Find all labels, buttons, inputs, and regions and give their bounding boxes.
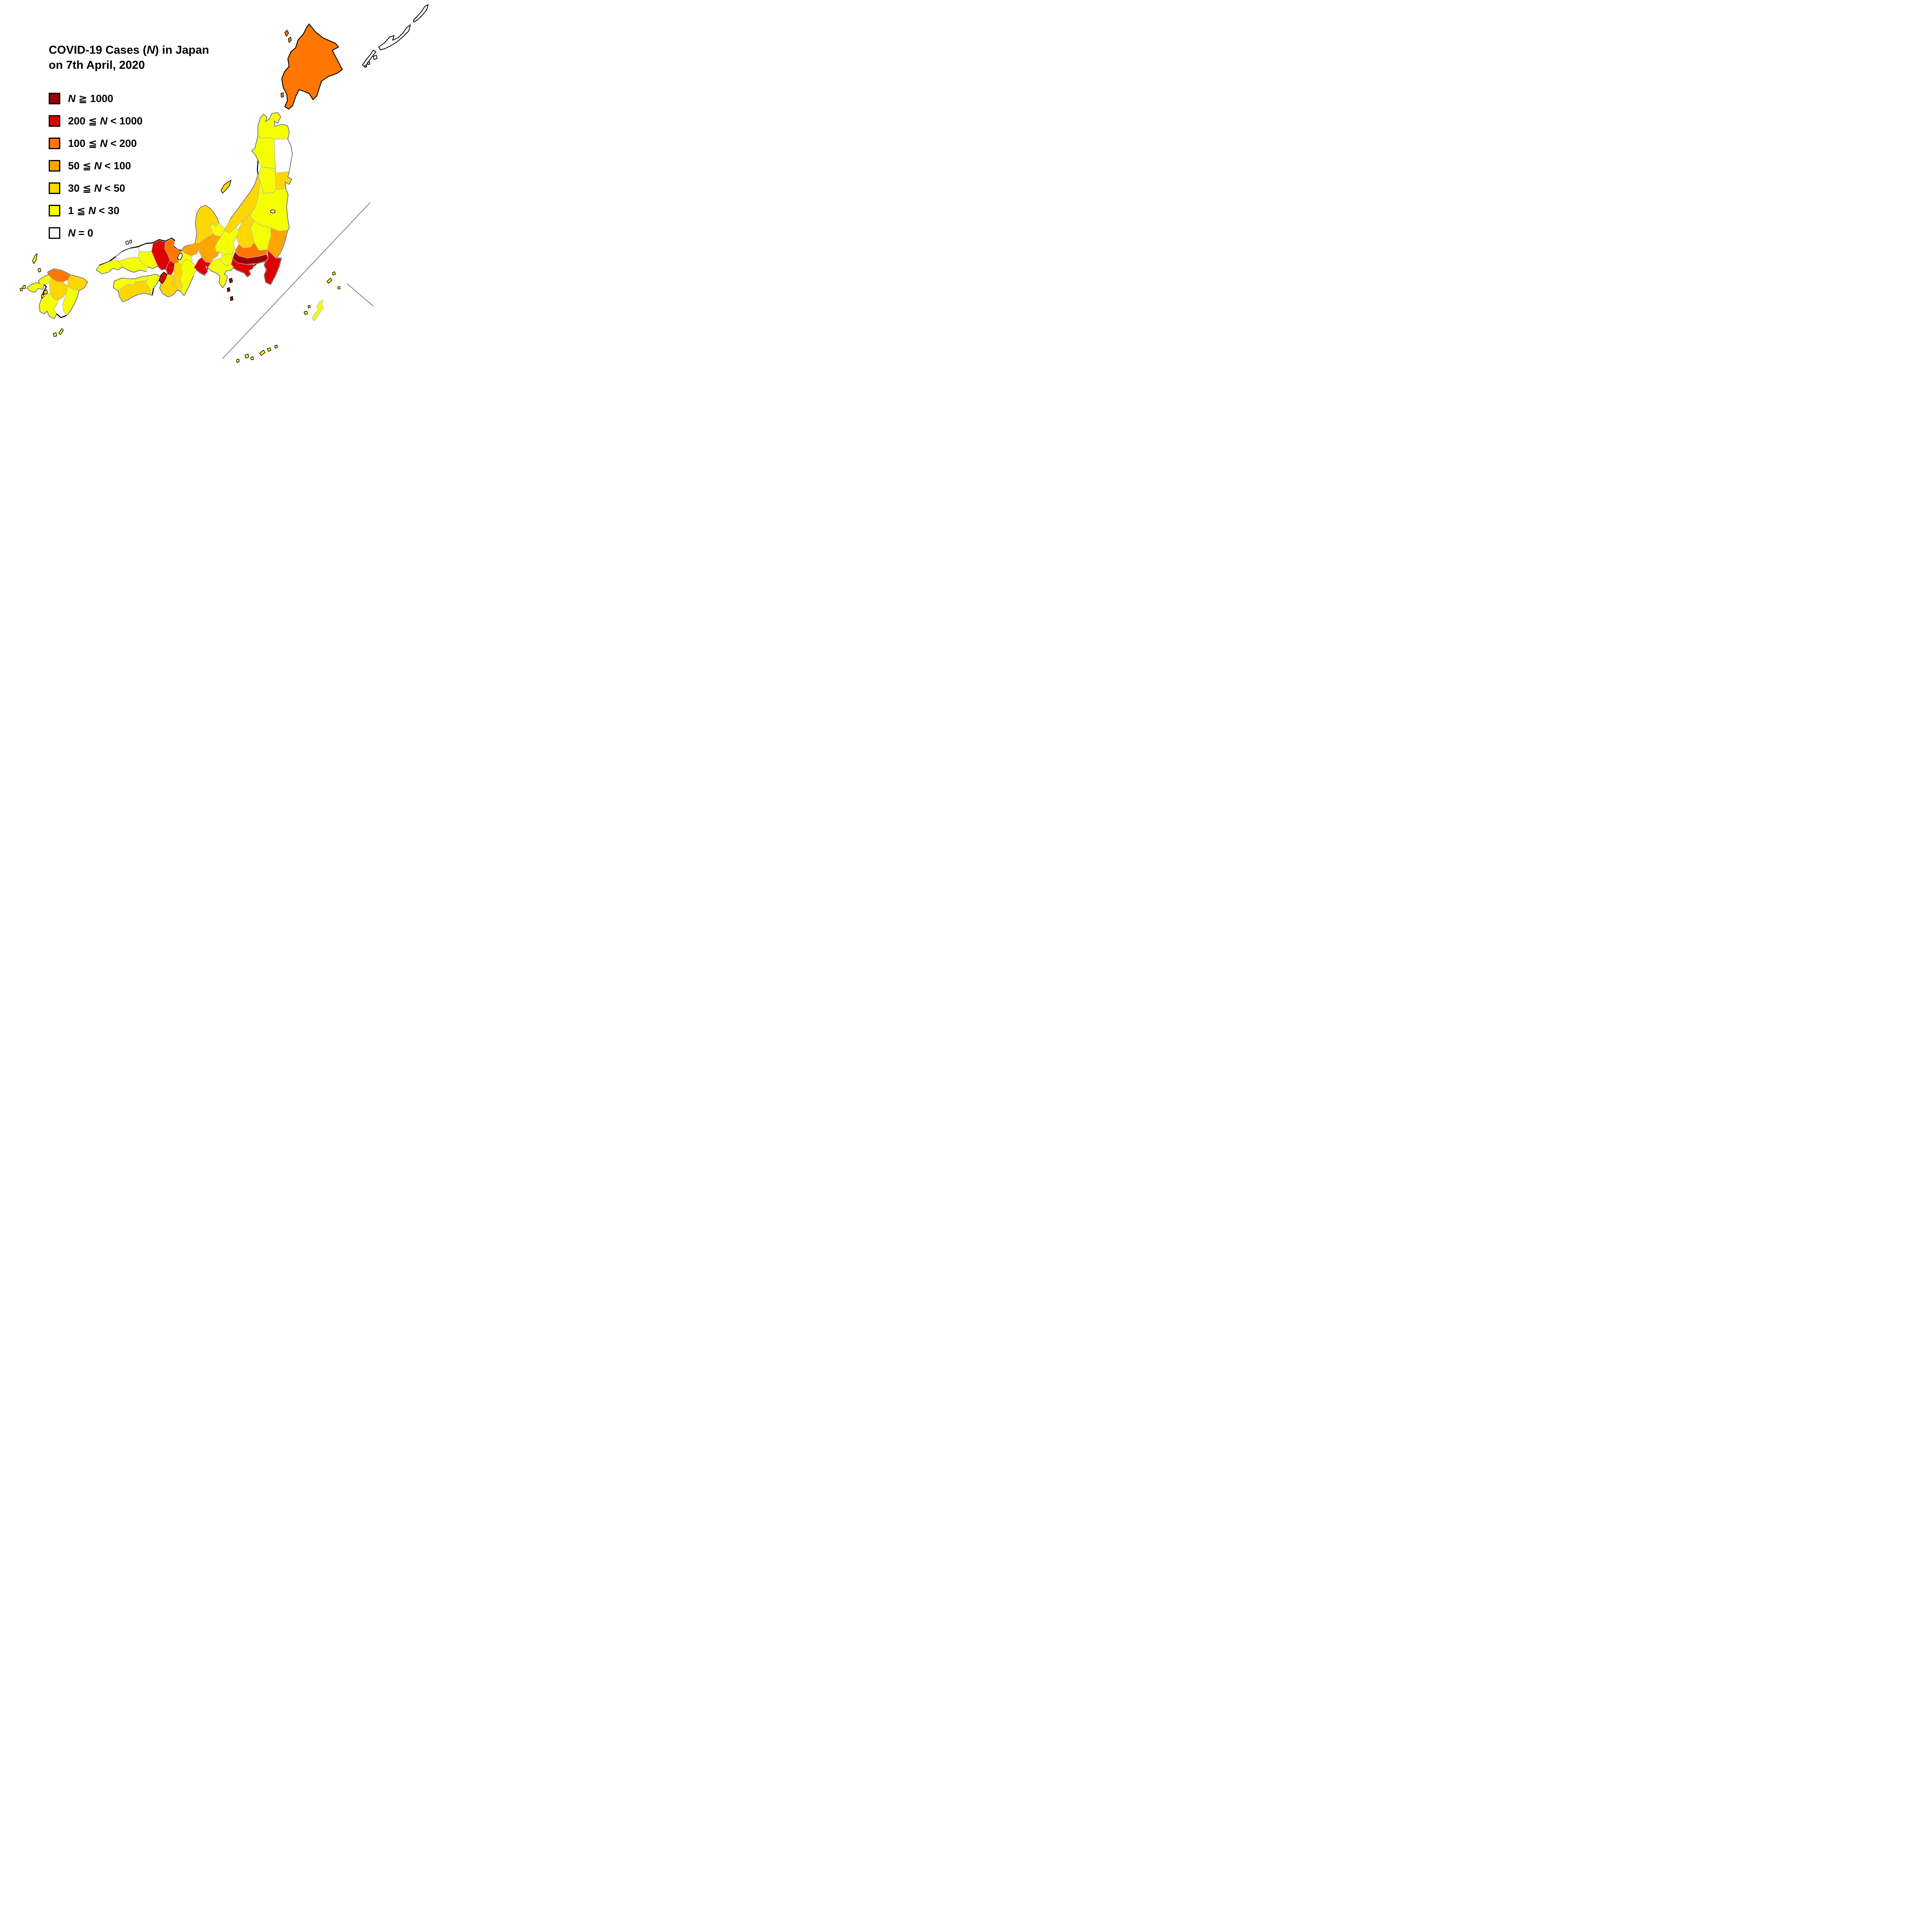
figure: COVID-19 Cases (N) in Japan on 7th April… bbox=[0, 0, 436, 385]
legend-label-c7: N = 0 bbox=[68, 227, 94, 239]
prefecture-kumamoto-islet[interactable] bbox=[43, 289, 48, 295]
legend-item-c3: 100 ≦ N < 200 bbox=[49, 138, 143, 149]
prefecture-kumamoto[interactable] bbox=[49, 278, 68, 301]
legend-item-c5: 30 ≦ N < 50 bbox=[49, 182, 143, 194]
kuril-islands-outline bbox=[364, 65, 367, 68]
prefecture-kagoshima[interactable] bbox=[39, 293, 58, 319]
prefecture-shimane-islet[interactable] bbox=[125, 240, 129, 245]
legend-swatch-c2 bbox=[49, 115, 60, 127]
prefecture-hokkaido-islet[interactable] bbox=[281, 92, 284, 98]
prefecture-nagasaki-islet[interactable] bbox=[32, 253, 37, 264]
okinawa-inset-divider-short bbox=[347, 283, 374, 306]
prefecture-aomori[interactable] bbox=[258, 112, 289, 140]
legend-swatch-c1 bbox=[49, 93, 60, 104]
legend-item-c2: 200 ≦ N < 1000 bbox=[49, 115, 143, 127]
prefecture-okinawa-islet[interactable] bbox=[267, 347, 271, 352]
kuril-islands-outline bbox=[413, 4, 429, 22]
prefecture-shimane-islet[interactable] bbox=[129, 240, 132, 243]
legend-item-c1: N ≧ 1000 bbox=[49, 93, 143, 104]
prefecture-okinawa-islet[interactable] bbox=[236, 359, 240, 363]
legend-label-c5: 30 ≦ N < 50 bbox=[68, 182, 125, 194]
prefecture-iwate[interactable] bbox=[274, 139, 293, 174]
prefecture-yamaguchi[interactable] bbox=[96, 259, 122, 274]
kuril-islands-outline bbox=[373, 55, 378, 60]
prefecture-hokkaido-islet[interactable] bbox=[284, 30, 289, 37]
prefecture-kanagawa[interactable] bbox=[231, 258, 255, 277]
legend-label-c2: 200 ≦ N < 1000 bbox=[68, 115, 143, 127]
prefecture-nagasaki-islet[interactable] bbox=[37, 268, 41, 272]
title-variable: N bbox=[146, 44, 155, 56]
prefecture-kagoshima-islet[interactable] bbox=[337, 286, 340, 289]
prefecture-regions bbox=[20, 23, 343, 363]
prefecture-tokushima[interactable] bbox=[145, 274, 160, 292]
legend-swatch-c6 bbox=[49, 205, 60, 216]
prefecture-hyogo-islet[interactable] bbox=[159, 272, 167, 284]
prefecture-okinawa[interactable] bbox=[312, 300, 324, 321]
prefecture-nagasaki-islet[interactable] bbox=[20, 288, 23, 291]
legend-item-c6: 1 ≦ N < 30 bbox=[49, 205, 143, 216]
prefecture-tokyo-islet[interactable] bbox=[230, 296, 233, 301]
prefecture-mie[interactable] bbox=[180, 259, 197, 296]
prefecture-okinawa-islet[interactable] bbox=[245, 354, 249, 359]
legend-label-c3: 100 ≦ N < 200 bbox=[68, 137, 137, 149]
lake-inawashiro bbox=[270, 209, 276, 213]
prefecture-kochi[interactable] bbox=[118, 281, 153, 302]
kuril-islands-outline bbox=[367, 61, 370, 65]
prefecture-kagoshima-islet[interactable] bbox=[327, 278, 332, 284]
legend-label-c1: N ≧ 1000 bbox=[68, 92, 114, 104]
prefecture-tokyo-islet[interactable] bbox=[227, 287, 230, 292]
prefecture-okinawa-islet[interactable] bbox=[304, 311, 308, 315]
prefecture-okinawa-islet[interactable] bbox=[259, 350, 265, 356]
prefecture-akita[interactable] bbox=[252, 136, 276, 169]
prefecture-kagoshima-islet[interactable] bbox=[53, 332, 57, 337]
prefecture-nagasaki[interactable] bbox=[27, 282, 44, 293]
legend-item-c4: 50 ≦ N < 100 bbox=[49, 160, 143, 172]
prefecture-hokkaido[interactable] bbox=[281, 23, 343, 110]
title-line-1: COVID-19 Cases (N) in Japan bbox=[49, 44, 209, 56]
legend-label-c4: 50 ≦ N < 100 bbox=[68, 160, 131, 172]
prefecture-chiba[interactable] bbox=[264, 249, 282, 285]
prefecture-okinawa-islet[interactable] bbox=[274, 345, 278, 349]
prefecture-ibaraki[interactable] bbox=[267, 228, 288, 259]
legend-swatch-c4 bbox=[49, 160, 60, 172]
prefecture-hiroshima[interactable] bbox=[119, 257, 148, 272]
title-line-2: on 7th April, 2020 bbox=[49, 59, 145, 71]
prefecture-kagoshima-islet[interactable] bbox=[332, 271, 336, 276]
map-decorations bbox=[177, 4, 429, 359]
legend-swatch-c3 bbox=[49, 138, 60, 149]
prefecture-shizuoka[interactable] bbox=[207, 258, 234, 288]
prefecture-hokkaido-islet[interactable] bbox=[288, 37, 292, 43]
lake-biwa bbox=[177, 253, 183, 260]
prefecture-miyazaki[interactable] bbox=[62, 286, 79, 316]
kuril-islands-outline bbox=[378, 24, 411, 50]
page-title: COVID-19 Cases (N) in Japan on 7th April… bbox=[49, 43, 209, 73]
prefecture-okinawa-islet[interactable] bbox=[308, 305, 311, 308]
legend: N ≧ 1000 200 ≦ N < 1000 100 ≦ N < 200 50 ≦ … bbox=[49, 93, 143, 250]
prefecture-niigata-islet[interactable] bbox=[221, 180, 231, 194]
okinawa-inset-divider-long bbox=[222, 202, 371, 359]
prefecture-nagasaki-islet[interactable] bbox=[22, 285, 26, 289]
prefecture-okinawa-islet[interactable] bbox=[250, 356, 254, 360]
prefecture-kagoshima-islet[interactable] bbox=[58, 328, 64, 335]
legend-swatch-c5 bbox=[49, 182, 60, 194]
japan-map bbox=[20, 4, 429, 363]
legend-item-c7: N = 0 bbox=[49, 227, 143, 239]
legend-swatch-c7 bbox=[49, 227, 60, 239]
prefecture-oita[interactable] bbox=[68, 275, 88, 291]
prefecture-tokyo-islet[interactable] bbox=[229, 278, 233, 283]
legend-label-c6: 1 ≦ N < 30 bbox=[68, 204, 119, 216]
